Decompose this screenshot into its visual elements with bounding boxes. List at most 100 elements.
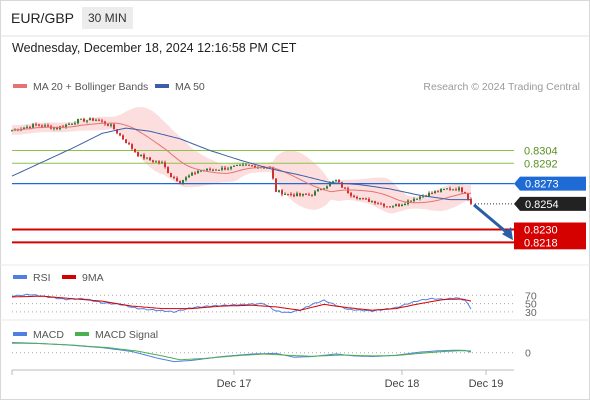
candle-body — [143, 154, 145, 159]
candle-body — [47, 125, 49, 127]
macd-level-label: 0 — [525, 348, 531, 360]
candle-body — [275, 178, 277, 192]
forecast-arrow-head — [502, 227, 513, 241]
ma20-line — [11, 122, 472, 204]
candle-body — [317, 189, 319, 192]
candle-body — [398, 204, 400, 207]
candle-body — [248, 164, 250, 166]
candle-body — [440, 189, 442, 192]
candle-body — [194, 172, 196, 174]
candle-body — [44, 125, 46, 127]
candle-body — [251, 165, 253, 167]
candle-body — [296, 193, 298, 197]
legend-swatch-macd — [13, 332, 27, 336]
candle-body — [413, 198, 415, 202]
macd-levels: 0 — [12, 348, 531, 360]
last-price-box — [514, 196, 586, 211]
candle-body — [233, 165, 235, 167]
candle-body — [191, 172, 193, 176]
candle-body — [161, 162, 163, 164]
pivot-label: 0.8273 — [525, 179, 559, 191]
candle-body — [470, 199, 472, 204]
candle-body — [272, 166, 274, 179]
candle-body — [149, 157, 151, 161]
candle-body — [146, 157, 148, 159]
candle-body — [140, 154, 142, 157]
candle-body — [455, 189, 457, 191]
candle-body — [206, 168, 208, 171]
candle-body — [65, 124, 67, 128]
candle-body — [182, 180, 184, 183]
rsi-level-label: 70 — [525, 290, 537, 302]
candle-body — [362, 198, 364, 200]
last-price-label: 0.8254 — [525, 199, 559, 211]
candle-body — [116, 129, 118, 134]
candle-body — [71, 123, 73, 125]
candle-body — [293, 194, 295, 197]
candle-body — [128, 143, 130, 145]
candle-body — [341, 182, 343, 188]
candle-body — [359, 198, 361, 200]
candle-body — [26, 126, 28, 128]
candle-body — [467, 193, 469, 200]
x-tick-label: Dec 17 — [217, 378, 252, 390]
candle-body — [353, 195, 355, 198]
resistance-label: 0.8304 — [524, 145, 558, 157]
datetime-label: Wednesday, December 18, 2024 12:16:58 PM… — [12, 41, 297, 55]
candle-body — [326, 186, 328, 189]
candle-body — [446, 188, 448, 190]
candle-body — [239, 164, 241, 166]
bollinger-band — [12, 106, 471, 214]
candle-body — [344, 187, 346, 189]
price-panel: MA 20 + Bollinger Bands MA 50 Research ©… — [11, 81, 586, 250]
candle-body — [236, 165, 238, 166]
candle-body — [350, 192, 352, 196]
candle-body — [158, 161, 160, 163]
candle-body — [281, 190, 283, 195]
candle-body — [389, 206, 391, 208]
candle-body — [56, 127, 58, 129]
candle-body — [431, 192, 433, 194]
candle-body — [374, 201, 376, 204]
candle-body — [437, 191, 439, 193]
candle-body — [224, 167, 226, 170]
candle-body — [38, 124, 40, 126]
x-tick-label: Dec 19 — [469, 378, 504, 390]
candle-body — [347, 188, 349, 193]
support-label: 0.8218 — [524, 237, 558, 249]
candle-body — [395, 204, 397, 207]
candle-body — [401, 204, 403, 207]
candle-body — [113, 124, 115, 130]
candle-body — [404, 204, 406, 205]
timeframe-button[interactable]: 30 MIN — [82, 7, 133, 29]
candle-body — [320, 189, 322, 191]
candle-body — [368, 199, 370, 202]
candle-body — [32, 124, 34, 128]
candle-body — [110, 124, 112, 126]
forecast-arrow — [473, 203, 513, 241]
level-lines — [12, 149, 514, 244]
candle-body — [200, 170, 202, 172]
header-bar: EUR/GBP 30 MIN — [0, 0, 590, 36]
candle-body — [356, 197, 358, 199]
candle-body — [95, 119, 97, 121]
candle-body — [461, 187, 463, 192]
rsi-level-label: 50 — [525, 299, 537, 311]
candle-body — [308, 194, 310, 196]
macd-panel: MACD MACD Signal 0 — [11, 329, 531, 363]
candle-body — [335, 179, 337, 182]
candle-body — [287, 193, 289, 195]
candle-body — [155, 161, 157, 163]
candle-body — [221, 167, 223, 170]
candle-body — [179, 181, 181, 183]
candle-body — [371, 201, 373, 203]
candle-body — [77, 119, 79, 124]
candle-body — [329, 182, 331, 187]
legend-swatch-macd-signal — [75, 332, 89, 336]
candle-body — [188, 175, 190, 178]
candle-body — [386, 206, 388, 208]
candle-body — [416, 198, 418, 200]
candle-body — [176, 178, 178, 182]
